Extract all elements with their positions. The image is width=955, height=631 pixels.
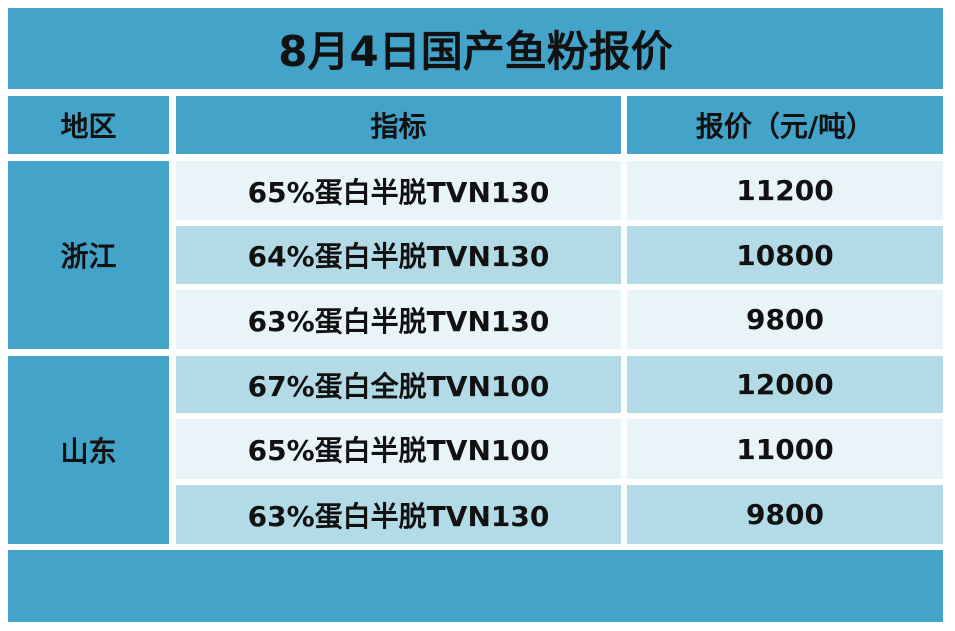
header-price: 报价（元/吨） <box>627 96 943 154</box>
table-row-indicator: 65%蛋白半脱TVN100 <box>176 419 621 479</box>
header-indicator: 指标 <box>176 96 621 154</box>
region-shandong: 山东 <box>8 356 169 544</box>
table-row-indicator: 67%蛋白全脱TVN100 <box>176 356 621 413</box>
table-row-price: 12000 <box>627 356 943 413</box>
table-row-price: 11000 <box>627 419 943 479</box>
table-footer <box>8 550 943 622</box>
table-row-indicator: 63%蛋白半脱TVN130 <box>176 485 621 544</box>
region-zhejiang: 浙江 <box>8 161 169 349</box>
table-row-indicator: 64%蛋白半脱TVN130 <box>176 226 621 284</box>
table-title: 8月4日国产鱼粉报价 <box>8 8 943 89</box>
table-row-price: 10800 <box>627 226 943 284</box>
table-row-price: 11200 <box>627 161 943 220</box>
price-table: 8月4日国产鱼粉报价 地区 指标 报价（元/吨） 浙江 山东 65%蛋白半脱TV… <box>5 5 946 625</box>
table-row-indicator: 65%蛋白半脱TVN130 <box>176 161 621 220</box>
table-row-price: 9800 <box>627 290 943 349</box>
table-row-indicator: 63%蛋白半脱TVN130 <box>176 290 621 349</box>
header-region: 地区 <box>8 96 169 154</box>
table-row-price: 9800 <box>627 485 943 544</box>
